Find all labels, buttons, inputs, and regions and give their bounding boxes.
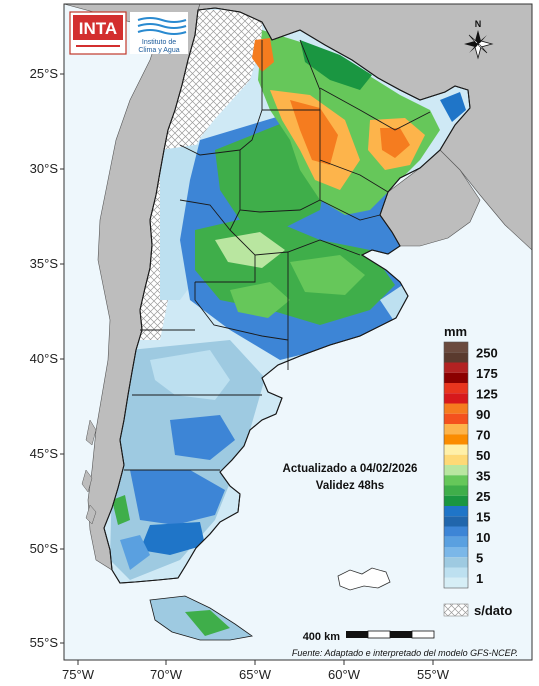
latitude-axis: 25°S 30°S 35°S 40°S 45°S 50°S 55°S [30, 66, 59, 650]
legend-labels: 250 175 125 90 70 50 35 25 15 10 5 1 [476, 345, 498, 586]
institute-name-line1: Instituto de [142, 39, 176, 46]
legend-swatch [444, 362, 468, 373]
legend-label: 10 [476, 530, 490, 545]
lat-tick-label: 35°S [30, 256, 59, 271]
lat-tick-label: 25°S [30, 66, 59, 81]
validity-text: Validez 48hs [316, 480, 384, 492]
legend-swatch [444, 383, 468, 394]
north-label: N [475, 19, 482, 29]
legend-swatch [444, 475, 468, 486]
malvinas-islands [337, 567, 391, 591]
legend-swatch [444, 516, 468, 527]
inta-logo: INTA [69, 11, 127, 55]
lon-tick-label: 70°W [150, 667, 183, 682]
lat-tick-label: 55°S [30, 635, 59, 650]
legend-label: 125 [476, 386, 498, 401]
lat-tick-label: 50°S [30, 541, 59, 556]
lon-tick-label: 75°W [62, 667, 95, 682]
latitude-ticks [60, 73, 64, 644]
lat-tick-label: 45°S [30, 446, 59, 461]
legend-no-data-swatch [443, 603, 469, 617]
legend-no-data-label: s/dato [474, 603, 512, 618]
legend-label: 1 [476, 571, 483, 586]
legend-swatch [444, 536, 468, 547]
legend-swatch [444, 567, 468, 578]
legend-swatch [444, 495, 468, 506]
legend-label: 5 [476, 550, 483, 565]
legend-swatch [444, 393, 468, 404]
map-frame [63, 3, 533, 661]
legend-swatch [444, 413, 468, 424]
legend-label: 90 [476, 407, 490, 422]
legend-swatch [444, 577, 468, 588]
legend-swatch [444, 372, 468, 383]
legend-swatch [444, 434, 468, 445]
longitude-axis: 75°W 70°W 65°W 60°W 55°W [62, 667, 450, 682]
scale-bar: 400 km [303, 630, 435, 643]
legend-swatch [444, 454, 468, 465]
scale-bar-label: 400 km [303, 631, 341, 643]
argentina-outline [103, 7, 471, 584]
legend-label: 70 [476, 427, 490, 442]
source-text: Fuente: Adaptado e interpretado del mode… [292, 648, 518, 658]
legend-swatch [444, 506, 468, 517]
legend-swatch [444, 547, 468, 558]
legend-swatch [444, 465, 468, 476]
lon-tick-label: 65°W [239, 667, 272, 682]
legend-label: 250 [476, 345, 498, 360]
lon-tick-label: 55°W [417, 667, 450, 682]
legend-label: 15 [476, 509, 490, 524]
legend-ramp-border [443, 341, 469, 589]
legend-swatch [444, 403, 468, 414]
legend-swatch [444, 424, 468, 435]
legend-swatch [444, 444, 468, 455]
legend-label: 35 [476, 468, 490, 483]
legend-label: 50 [476, 448, 490, 463]
water-waves-icon [137, 17, 187, 35]
legend-swatch [444, 557, 468, 568]
updated-date-text: Actualizado a 04/02/2026 [283, 463, 418, 475]
legend-label: 25 [476, 489, 490, 504]
chile-islands [81, 419, 97, 525]
legend-label: 175 [476, 366, 498, 381]
legend: mm 250 175 125 90 70 50 35 25 15 10 5 1 s/dato [443, 324, 512, 618]
legend-swatch [444, 352, 468, 363]
lon-tick-label: 60°W [328, 667, 361, 682]
longitude-ticks [77, 660, 434, 665]
institute-logo: Instituto de Clima y Agua [130, 12, 188, 54]
legend-swatch [444, 485, 468, 496]
inta-logo-text: INTA [79, 19, 117, 38]
legend-swatch [444, 526, 468, 537]
lat-tick-label: 30°S [30, 161, 59, 176]
lat-tick-label: 40°S [30, 351, 59, 366]
legend-swatches [443, 341, 469, 589]
legend-unit: mm [444, 324, 467, 339]
precip-orange-northeast [258, 30, 440, 215]
legend-swatch [444, 342, 468, 353]
north-arrow-icon: N [464, 19, 494, 60]
institute-name-line2: Clima y Agua [138, 47, 179, 54]
province-borders [124, 39, 431, 471]
